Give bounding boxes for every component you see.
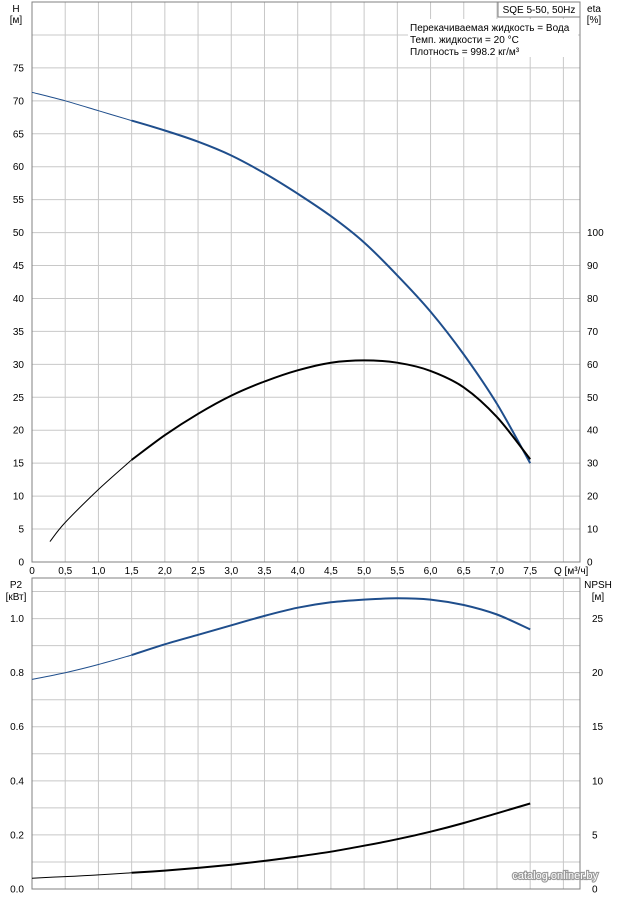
p2-tick-label: 0.6 [10,722,24,733]
eta-tick-label: 80 [587,294,599,305]
h-tick-label: 20 [13,426,25,437]
h-curve [131,119,532,464]
npsh-tick-label: 10 [592,776,604,787]
npsh-tick-label: 5 [592,830,598,841]
title-box [497,1,581,18]
p2-tick-label: 0.4 [10,776,24,787]
eta-axis-unit: [%] [587,15,602,26]
p2-curve [131,597,531,657]
h-axis-label: H [12,4,19,15]
h-axis-unit: [м] [10,15,23,26]
eta-tick-label: 60 [587,360,599,371]
x-tick-label: 3,5 [258,566,272,577]
h-tick-label: 70 [13,96,25,107]
x-tick-label: 7,0 [490,566,504,577]
eta-tick-label: 90 [587,261,599,272]
info-temperature: Темп. жидкости = 20 °C [410,35,519,46]
h-tick-label: 75 [13,63,25,74]
x-tick-label: 0 [29,566,35,577]
x-tick-label: 2,5 [191,566,205,577]
x-tick-label: 0,5 [58,566,72,577]
info-bg [408,19,578,57]
top-chart-grid [32,1,580,562]
npsh-curve-extrapolated [31,872,132,879]
x-tick-label: 7,5 [523,566,537,577]
h-tick-label: 65 [13,129,25,140]
eta-tick-label: 10 [587,525,599,536]
h-tick-label: 30 [13,360,25,371]
eta-tick-label: 50 [587,393,599,404]
p2-tick-label: 1.0 [10,614,24,625]
h-tick-label: 50 [13,228,25,239]
bottom-chart-frame [31,577,581,890]
eta-tick-label: 20 [587,492,599,503]
h-tick-label: 55 [13,195,25,206]
p2-curve-extrapolated [31,654,132,680]
bottom-chart-grid [32,578,580,889]
eta-tick-label: 70 [587,327,599,338]
x-tick-label: 4,0 [291,566,305,577]
chart-title: SQE 5-50, 50Hz [503,5,576,16]
eta-tick-label: 100 [587,228,604,239]
info-liquid: Перекачиваемая жидкость = Вода [410,23,570,34]
x-tick-label: 5,0 [357,566,371,577]
eta-curve [131,359,531,461]
h-tick-label: 25 [13,393,25,404]
h-tick-label: 45 [13,261,25,272]
watermark: catalog.onliner.by [512,870,598,882]
npsh-tick-label: 0 [592,885,598,896]
x-tick-label: 6,5 [457,566,471,577]
h-tick-label: 35 [13,327,25,338]
h-tick-label: 10 [13,492,25,503]
p2-axis-unit: [кВт] [6,592,27,603]
x-tick-label: 1,0 [91,566,105,577]
x-tick-label: 6,0 [424,566,438,577]
q-axis-label: Q [м³/ч] [554,566,589,577]
h-tick-label: 0 [18,558,24,569]
eta-curve-extrapolated [49,459,132,542]
info-density: Плотность = 998.2 кг/м³ [410,47,520,58]
x-tick-label: 4,5 [324,566,338,577]
h-tick-label: 15 [13,459,25,470]
x-tick-label: 2,0 [158,566,172,577]
top-chart-ticks: 0 0,5 1,0 1,5 2,0 2,5 3,0 3,5 4,0 4,5 5,0 5,5 6,0 6,5… [13,63,604,577]
p2-axis-label: P2 [10,580,23,591]
x-tick-label: 1,5 [125,566,139,577]
p2-tick-label: 0.8 [10,668,24,679]
eta-tick-label: 30 [587,459,599,470]
x-tick-label: 5,5 [390,566,404,577]
top-chart-frame [31,1,581,563]
h-tick-label: 5 [18,525,24,536]
curves [31,91,532,879]
npsh-axis-label: NPSH [584,580,612,591]
npsh-axis-unit: [м] [592,592,605,603]
eta-axis-label: eta [587,4,601,15]
p2-tick-label: 0.2 [10,830,24,841]
bottom-chart-ticks: 0.0 0.2 0.4 0.6 0.8 1.0 0 5 10 15 20 25 [10,614,603,895]
h-curve-extrapolated [31,91,132,122]
eta-tick-label: 0 [587,558,593,569]
eta-tick-label: 40 [587,426,599,437]
h-tick-label: 60 [13,162,25,173]
h-tick-label: 40 [13,294,25,305]
npsh-tick-label: 15 [592,722,604,733]
p2-tick-label: 0.0 [10,885,24,896]
npsh-curve [131,802,531,874]
npsh-tick-label: 20 [592,668,604,679]
npsh-tick-label: 25 [592,614,604,625]
x-tick-label: 3,0 [224,566,238,577]
